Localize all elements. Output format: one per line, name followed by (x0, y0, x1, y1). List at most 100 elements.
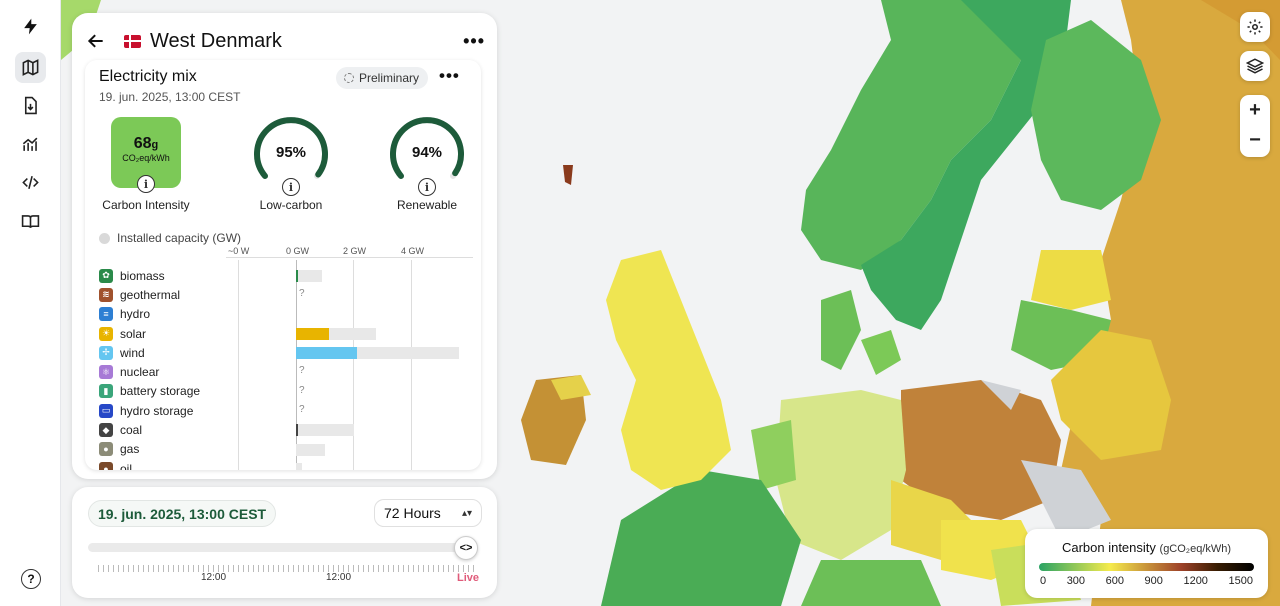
source-label: wind (120, 345, 145, 360)
axis-label: ~0 W (228, 246, 250, 256)
carbon-map[interactable] (61, 0, 1280, 606)
production-row[interactable]: ● gas (99, 440, 479, 459)
grid-line (296, 260, 297, 470)
renewable-gauge: 94% i (388, 116, 466, 196)
date-picker[interactable]: 19. jun. 2025, 13:00 CEST (88, 500, 277, 527)
source-label: solar (120, 326, 147, 341)
renewable-label: Renewable (396, 198, 458, 212)
book-icon[interactable] (15, 206, 46, 237)
unknown-value: ? (299, 288, 305, 300)
renewable-value: 94% (411, 144, 443, 161)
source-label: nuclear (120, 365, 160, 380)
source-label: hydro storage (120, 403, 194, 418)
production-bar (296, 270, 298, 282)
hydro-icon: ≡ (99, 307, 113, 322)
capacity-bar (296, 424, 354, 437)
back-arrow-icon[interactable] (84, 29, 108, 53)
production-bar (296, 327, 330, 340)
preliminary-label: Preliminary (359, 71, 420, 85)
time-slider-handle[interactable]: <> (454, 536, 478, 560)
renewable-arc (390, 117, 464, 179)
chart-icon[interactable] (15, 129, 46, 160)
layers-icon[interactable] (1240, 51, 1270, 81)
time-controller: 19. jun. 2025, 13:00 CEST 72 Hours ▴▾ <>… (72, 487, 497, 598)
download-icon[interactable] (15, 90, 46, 121)
unknown-value: ? (299, 384, 305, 396)
grid-line (238, 260, 239, 470)
production-row[interactable]: ▭ hydro storage? (99, 401, 479, 420)
low-carbon-gauge: 95% i (252, 116, 330, 196)
preliminary-icon (344, 73, 354, 83)
live-label[interactable]: Live (457, 572, 480, 584)
time-slider-track[interactable] (88, 543, 460, 552)
code-icon[interactable] (15, 167, 46, 198)
production-row[interactable]: ≡ hydro (99, 305, 479, 324)
help-icon[interactable]: ? (21, 569, 41, 589)
hydro-storage-icon: ▭ (99, 403, 113, 418)
grid-line (353, 260, 354, 470)
carbon-intensity-box: 68g CO₂eq/kWh i (111, 117, 181, 193)
toggle-dot (99, 232, 110, 244)
card-options-icon[interactable]: ••• (439, 66, 460, 85)
mix-title: Electricity mix (99, 68, 197, 85)
denmark-flag-icon (124, 34, 141, 48)
grid-line (411, 260, 412, 470)
info-icon[interactable]: i (282, 178, 300, 196)
carbon-intensity-label: Carbon Intensity (102, 198, 190, 212)
production-row[interactable]: ● oil (99, 459, 479, 470)
map-icon[interactable] (15, 52, 46, 83)
legend-tick: 900 (1144, 575, 1163, 587)
chevron-updown-icon: ▴▾ (461, 507, 472, 519)
mix-datetime: 19. jun. 2025, 13:00 CEST (99, 90, 241, 104)
capacity-bar (296, 462, 302, 470)
coal-icon: ◆ (99, 423, 113, 438)
production-row[interactable]: ✢ wind (99, 343, 479, 362)
preliminary-badge[interactable]: Preliminary (336, 67, 429, 89)
source-label: oil (120, 461, 133, 470)
legend-ticks: 0 300 600 900 1200 1500 (1039, 575, 1254, 587)
source-label: geothermal (120, 287, 181, 302)
info-icon[interactable]: i (137, 175, 155, 193)
lightning-icon[interactable] (15, 11, 46, 42)
carbon-intensity-unit-small: g (151, 139, 159, 151)
capacity-bar (296, 443, 325, 456)
production-row[interactable]: ⚛ nuclear? (99, 362, 479, 381)
layers-button[interactable] (1240, 51, 1270, 81)
time-range-value: 72 Hours (384, 505, 441, 521)
low-carbon-arc (254, 117, 328, 179)
unknown-value: ? (299, 404, 305, 416)
production-row[interactable]: ≋ geothermal? (99, 285, 479, 304)
low-carbon-label: Low-carbon (259, 198, 323, 212)
legend-title: Carbon intensity (1061, 540, 1156, 555)
info-icon[interactable]: i (418, 178, 436, 196)
zoom-out-button[interactable]: − (1249, 128, 1261, 151)
production-row[interactable]: ▮ battery storage? (99, 382, 479, 401)
gear-icon[interactable] (1240, 12, 1270, 42)
legend-unit: (gCO₂eq/kWh) (1159, 543, 1232, 555)
production-row[interactable]: ✿ biomass (99, 266, 479, 285)
more-options-icon[interactable]: ••• (463, 30, 485, 51)
source-label: gas (120, 442, 140, 457)
zone-details-panel: West Denmark ••• Electricity mix 19. jun… (72, 13, 497, 479)
time-ticks (98, 565, 478, 572)
zoom-in-button[interactable]: + (1249, 98, 1261, 121)
map-canvas (61, 0, 1280, 606)
production-row[interactable]: ◆ coal (99, 420, 479, 439)
zone-header: West Denmark ••• (72, 13, 497, 69)
wind-icon: ✢ (99, 345, 113, 360)
production-row[interactable]: ☀ solar (99, 324, 479, 343)
carbon-intensity-value: 68 (133, 135, 152, 152)
settings-button[interactable] (1240, 12, 1270, 42)
time-range-select[interactable]: 72 Hours ▴▾ (374, 499, 482, 527)
installed-capacity-label: Installed capacity (GW) (117, 231, 242, 245)
legend-tick: 0 (1040, 575, 1047, 587)
production-bar (296, 424, 298, 437)
legend-color-bar (1039, 563, 1254, 571)
nuclear-icon: ⚛ (99, 365, 113, 380)
capacity-bar (296, 270, 323, 282)
axis-label: 2 GW (343, 246, 367, 256)
zoom-controls: + − (1240, 95, 1270, 157)
geothermal-icon: ≋ (99, 287, 113, 302)
installed-capacity-toggle[interactable]: Installed capacity (GW) (99, 231, 241, 245)
unknown-value: ? (299, 365, 305, 377)
